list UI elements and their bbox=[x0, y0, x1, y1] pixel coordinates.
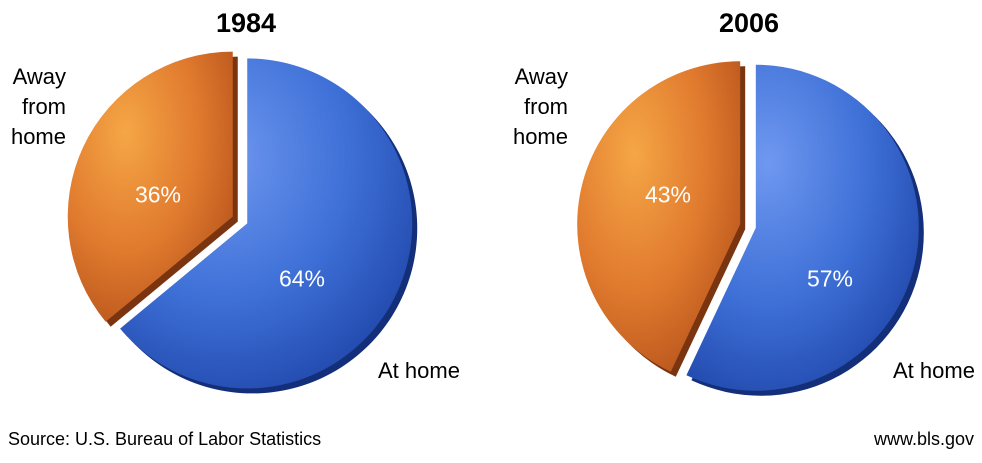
chart-title-1984: 1984 bbox=[215, 8, 277, 38]
from-word: from bbox=[524, 94, 568, 119]
pie-slice-home-2006 bbox=[686, 64, 919, 391]
away-from-home-label-2006: Away from home bbox=[510, 62, 568, 152]
away-word: Away bbox=[12, 64, 66, 89]
pie-slice-away-2006 bbox=[577, 61, 741, 372]
at-home-label-2006: At home bbox=[893, 358, 975, 383]
pie-slice-home-1984 bbox=[120, 58, 413, 389]
away-word: Away bbox=[514, 64, 568, 89]
slice-value-label-home-2006: 57% bbox=[806, 265, 854, 292]
home-word: home bbox=[10, 124, 66, 149]
chart-title-2006: 2006 bbox=[718, 8, 780, 38]
from-word: from bbox=[22, 94, 66, 119]
at-home-label-1984: At home bbox=[378, 358, 460, 383]
slice-value-label-home-1984: 64% bbox=[278, 265, 326, 292]
pie-slice-away-1984 bbox=[67, 51, 233, 322]
source-url: www.bls.gov bbox=[873, 429, 974, 449]
slice-value-label-away-1984: 36% bbox=[134, 181, 182, 208]
source-note: Source: U.S. Bureau of Labor Statistics bbox=[8, 429, 322, 449]
away-from-home-label-1984: Away from home bbox=[8, 62, 66, 152]
slice-value-label-away-2006: 43% bbox=[644, 181, 692, 208]
home-word: home bbox=[512, 124, 568, 149]
